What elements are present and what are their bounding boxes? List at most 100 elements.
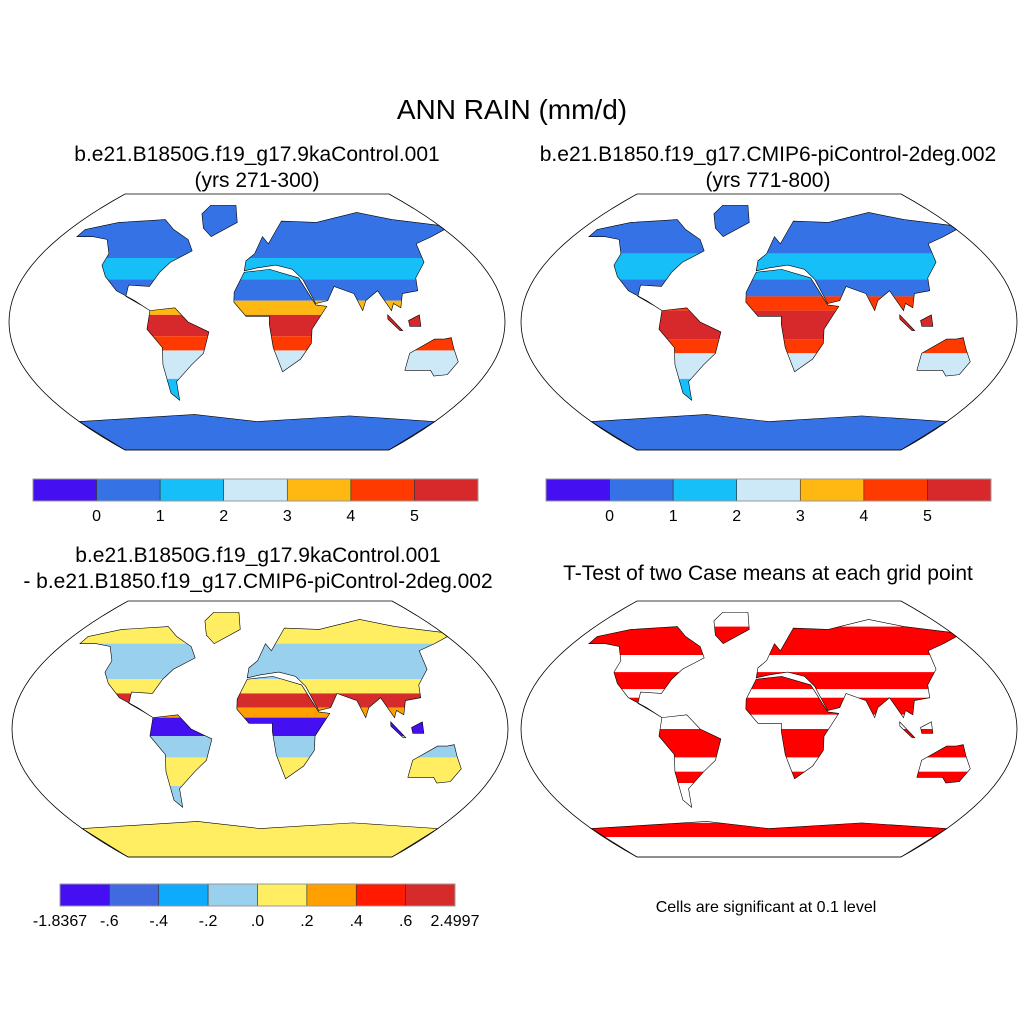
coastline-south-america <box>146 307 210 401</box>
coastline-eurasia <box>755 212 958 312</box>
colorbar-box <box>672 478 738 502</box>
coastline-africa <box>745 269 840 373</box>
coastline-greenland <box>204 612 241 645</box>
contour-band <box>76 407 459 450</box>
coastline-greenland <box>713 205 750 238</box>
coastline-australia <box>404 337 459 377</box>
contour-band <box>79 736 462 758</box>
coastline-greenland <box>713 612 750 645</box>
coastline-africa <box>236 676 331 780</box>
colorbar-box <box>306 883 357 907</box>
contour-band <box>79 693 462 708</box>
field-fill <box>76 205 459 450</box>
contour-band <box>588 378 971 408</box>
contour-band <box>79 785 462 815</box>
colorbar-box <box>207 883 258 907</box>
colorbar-label: -1.8367 <box>33 913 87 930</box>
colorbar-label: 4 <box>859 508 868 525</box>
contour-band <box>588 729 971 758</box>
colorbar-frame <box>32 478 479 502</box>
contour-band <box>588 822 971 838</box>
colorbar-label: 3 <box>796 508 805 525</box>
colorbar-label: -.6 <box>100 913 119 930</box>
panel2-years: (yrs 771-800) <box>705 169 831 192</box>
colorbar-label: 0 <box>605 508 614 525</box>
colorbar-box <box>158 883 209 907</box>
contour-band <box>79 717 462 737</box>
coastline-borneo <box>411 721 425 734</box>
colorbar-label: -.2 <box>199 913 218 930</box>
colorbar-label: .4 <box>350 913 363 930</box>
colorbar-box <box>863 478 928 502</box>
colorbar-box <box>355 883 406 907</box>
contour-band <box>76 279 459 301</box>
contour-band <box>588 783 971 823</box>
colorbar-box <box>736 478 801 502</box>
colorbar-box <box>414 478 479 502</box>
contour-band <box>76 300 459 315</box>
coastline-australia <box>916 744 971 784</box>
coastline-borneo <box>920 314 934 327</box>
contour-band <box>588 205 971 254</box>
contour-band <box>588 757 971 772</box>
panel4-title: T-Test of two Case means at each grid po… <box>563 562 973 585</box>
coastline-north-america <box>76 219 193 311</box>
colorbar-box <box>59 883 110 907</box>
contour-band <box>588 689 971 698</box>
figure-title: ANN RAIN (mm/d) <box>396 94 628 125</box>
panel1-title: b.e21.B1850G.f19_g17.9kaControl.001 (yrs… <box>74 142 439 194</box>
colorbar-label: 1 <box>669 508 678 525</box>
colorbar-box <box>545 478 610 502</box>
colorbar-label: -.4 <box>149 913 168 930</box>
map-border <box>520 600 1018 858</box>
coastline-south-america <box>658 714 722 808</box>
panel3-minus-case: - b.e21.B1850.f19_g17.CMIP6-piControl-2d… <box>23 570 493 593</box>
coastline-north-america <box>588 219 705 311</box>
contour-band <box>588 279 971 297</box>
colorbar-box <box>96 478 161 502</box>
colorbar-label: 5 <box>923 508 932 525</box>
contour-band <box>79 757 462 786</box>
panel4-footnote: Cells are significant at 0.1 level <box>655 899 877 916</box>
coastline-borneo <box>408 314 422 327</box>
colorbar-label: 5 <box>410 508 419 525</box>
map-panel-4 <box>520 600 1018 858</box>
coastline-australia <box>407 744 462 784</box>
coastline-eurasia <box>243 212 446 312</box>
colorbar-panel2: 0 1 2 3 4 5 <box>545 478 992 525</box>
colorbar-frame <box>59 883 456 907</box>
colorbar-panel1: 0 1 2 3 4 5 <box>32 478 479 525</box>
coastline-eurasia <box>246 619 449 719</box>
colorbar-label: .0 <box>251 913 264 930</box>
contour-band <box>79 707 462 718</box>
contour-band <box>76 378 459 408</box>
panel2-title: b.e21.B1850.f19_g17.CMIP6-piControl-2deg… <box>540 142 996 194</box>
contour-band <box>588 310 971 340</box>
colorbar-box <box>286 478 352 502</box>
colorbar-box <box>257 883 308 907</box>
contour-band <box>588 714 971 729</box>
colorbar-box <box>32 478 97 502</box>
panel2-case-name: b.e21.B1850.f19_g17.CMIP6-piControl-2deg… <box>539 143 997 166</box>
colorbar-box <box>405 883 456 907</box>
colorbar-label: 2.4997 <box>431 913 480 930</box>
contour-band <box>76 336 459 351</box>
map-border <box>8 193 506 451</box>
coastline-australia <box>916 337 971 377</box>
panel3-case-name: b.e21.B1850G.f19_g17.9kaControl.001 <box>75 544 441 567</box>
contour-band <box>588 655 971 673</box>
field-fill <box>588 612 971 857</box>
colorbar-label: 0 <box>92 508 101 525</box>
colorbar-frame <box>545 478 992 502</box>
contour-band <box>588 612 971 627</box>
colorbar-panel3: -1.8367 -.6 -.4 -.2 .0 .2 .4 .6 2.4997 <box>33 883 480 930</box>
panel1-case-name: b.e21.B1850G.f19_g17.9kaControl.001 <box>74 143 440 166</box>
contour-band <box>79 643 462 680</box>
colorbar-label: 1 <box>156 508 165 525</box>
coastline-greenland <box>201 205 238 238</box>
map-panel-2 <box>520 193 1018 451</box>
map-border <box>520 193 1018 451</box>
coastline-sumatra <box>899 314 916 331</box>
contour-band <box>76 258 459 280</box>
